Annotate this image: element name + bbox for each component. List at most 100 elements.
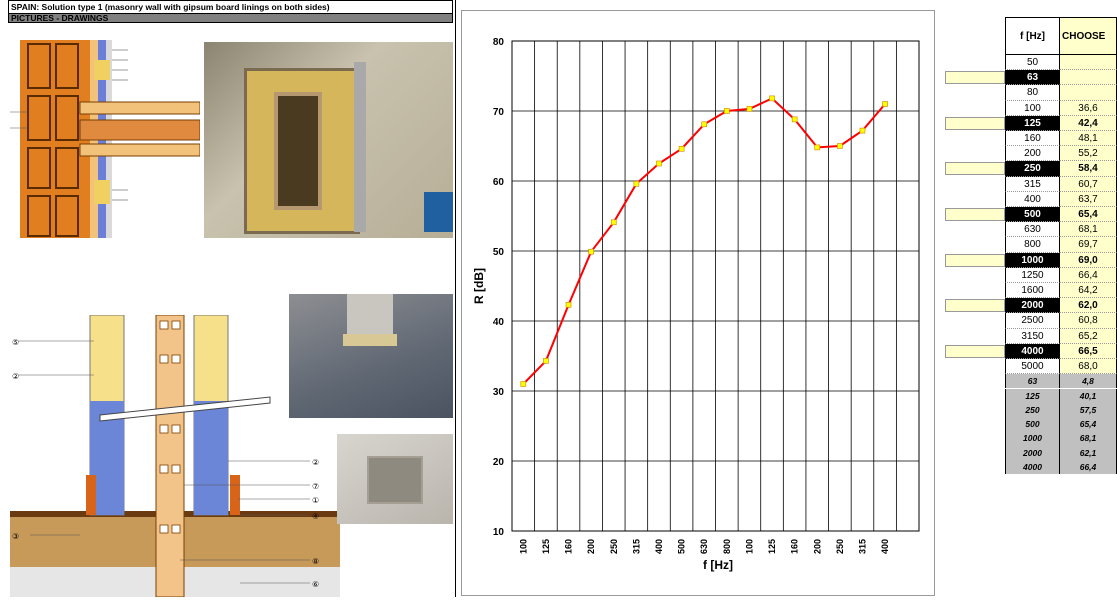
x-tick-label: 160 xyxy=(790,539,800,554)
data-point xyxy=(837,143,843,149)
y-axis-label: R [dB] xyxy=(472,268,486,304)
series-line xyxy=(522,97,886,385)
header-frequency: f [Hz] xyxy=(1005,17,1060,55)
data-point xyxy=(678,146,685,152)
row-value: 65,4 xyxy=(1060,207,1117,223)
octave-marker xyxy=(945,71,1005,85)
sound-reduction-chart: 10 20 30 40 50 60 70 80 100 125 160 200 250 315 400 500… xyxy=(472,37,920,572)
x-tick-label: 200 xyxy=(812,539,822,554)
x-tick-label: 125 xyxy=(767,539,777,554)
row-value: 48,1 xyxy=(1060,131,1117,147)
x-axis-label: f [Hz] xyxy=(703,558,733,572)
y-tick-label: 30 xyxy=(493,387,505,398)
x-tick-label: 200 xyxy=(586,539,596,554)
summary-value: 65,4 xyxy=(1060,417,1117,432)
row-frequency: 160 xyxy=(1005,131,1060,147)
callout-2b: ② xyxy=(312,458,319,467)
chart-ticks: 10 20 30 40 50 60 70 80 100 125 160 200 250 315 400 500… xyxy=(493,37,890,554)
summary-frequency: 125 xyxy=(1005,388,1060,403)
summary-value: 4,8 xyxy=(1060,374,1117,389)
summary-value: 40,1 xyxy=(1060,388,1117,403)
row-frequency: 80 xyxy=(1005,85,1060,101)
callout-8: ⑧ xyxy=(312,557,319,566)
row-frequency: 315 xyxy=(1005,176,1060,192)
data-point xyxy=(701,121,707,128)
summary-value: 62,1 xyxy=(1060,445,1117,460)
row-value: 63,7 xyxy=(1060,191,1117,207)
y-tick-label: 80 xyxy=(493,37,505,48)
y-tick-label: 10 xyxy=(493,527,505,538)
x-tick-label: 400 xyxy=(654,539,664,554)
x-tick-label: 100 xyxy=(744,539,754,554)
row-value: 65,2 xyxy=(1060,328,1117,344)
data-point xyxy=(633,181,640,187)
row-value xyxy=(1060,85,1117,101)
chart-grid xyxy=(511,40,920,532)
row-frequency: 500 xyxy=(1005,207,1060,223)
row-value: 69,0 xyxy=(1060,252,1117,268)
drawings-panel: SPAIN: Solution type 1 (masonry wall wit… xyxy=(0,0,456,597)
x-tick-label: 160 xyxy=(564,539,574,554)
data-point xyxy=(520,381,527,387)
row-frequency: 1600 xyxy=(1005,283,1060,299)
data-point xyxy=(746,106,753,112)
row-value: 60,7 xyxy=(1060,176,1117,192)
row-frequency: 630 xyxy=(1005,222,1060,238)
header-choose: CHOOSE xyxy=(1060,17,1117,55)
y-tick-label: 60 xyxy=(493,177,505,188)
data-point xyxy=(610,219,617,226)
row-frequency: 100 xyxy=(1005,100,1060,116)
row-frequency: 200 xyxy=(1005,146,1060,162)
row-frequency: 1250 xyxy=(1005,267,1060,283)
row-frequency: 63 xyxy=(1005,70,1060,86)
row-frequency: 1000 xyxy=(1005,252,1060,268)
row-value: 66,4 xyxy=(1060,267,1117,283)
octave-marker xyxy=(945,162,1005,176)
summary-frequency: 63 xyxy=(1005,374,1060,389)
data-point xyxy=(882,101,888,107)
summary-value: 68,1 xyxy=(1060,431,1117,446)
row-frequency: 2500 xyxy=(1005,313,1060,329)
callout-5: ⑤ xyxy=(12,338,19,347)
summary-value: 57,5 xyxy=(1060,402,1117,418)
y-tick-label: 20 xyxy=(493,457,505,468)
row-frequency: 2000 xyxy=(1005,298,1060,314)
x-tick-label: 630 xyxy=(699,539,709,554)
pictures-drawings-header: PICTURES - DRAWINGS xyxy=(8,13,453,23)
data-point xyxy=(769,95,775,102)
callout-1: ① xyxy=(312,496,319,505)
row-value: 68,0 xyxy=(1060,359,1117,375)
summary-frequency: 2000 xyxy=(1005,445,1060,460)
row-frequency: 400 xyxy=(1005,191,1060,207)
row-value: 66,5 xyxy=(1060,343,1117,359)
data-point xyxy=(588,248,594,255)
row-value: 58,4 xyxy=(1060,161,1117,177)
y-tick-label: 70 xyxy=(493,107,505,118)
photo-square-hole xyxy=(337,434,453,524)
row-value: 62,0 xyxy=(1060,298,1117,314)
data-point xyxy=(565,302,572,308)
summary-frequency: 4000 xyxy=(1005,460,1060,475)
summary-value: 66,4 xyxy=(1060,460,1117,475)
x-tick-label: 100 xyxy=(518,539,528,554)
summary-frequency: 250 xyxy=(1005,402,1060,418)
row-value: 36,6 xyxy=(1060,100,1117,116)
callout-6: ⑥ xyxy=(312,580,319,589)
data-point xyxy=(724,108,730,114)
x-tick-label: 250 xyxy=(835,539,845,554)
row-frequency: 250 xyxy=(1005,161,1060,177)
row-frequency: 5000 xyxy=(1005,359,1060,375)
x-tick-label: 800 xyxy=(722,539,732,554)
row-value xyxy=(1060,55,1117,71)
summary-frequency: 1000 xyxy=(1005,431,1060,446)
x-tick-label: 315 xyxy=(857,539,867,554)
x-tick-label: 500 xyxy=(677,539,687,554)
data-point xyxy=(656,160,662,167)
data-point xyxy=(814,144,821,151)
row-frequency: 800 xyxy=(1005,237,1060,253)
photo-pillar-floor xyxy=(289,294,453,418)
callout-4: ④ xyxy=(312,512,319,521)
solution-title: SPAIN: Solution type 1 (masonry wall wit… xyxy=(8,0,453,13)
row-value: 64,2 xyxy=(1060,283,1117,299)
row-value: 55,2 xyxy=(1060,146,1117,162)
